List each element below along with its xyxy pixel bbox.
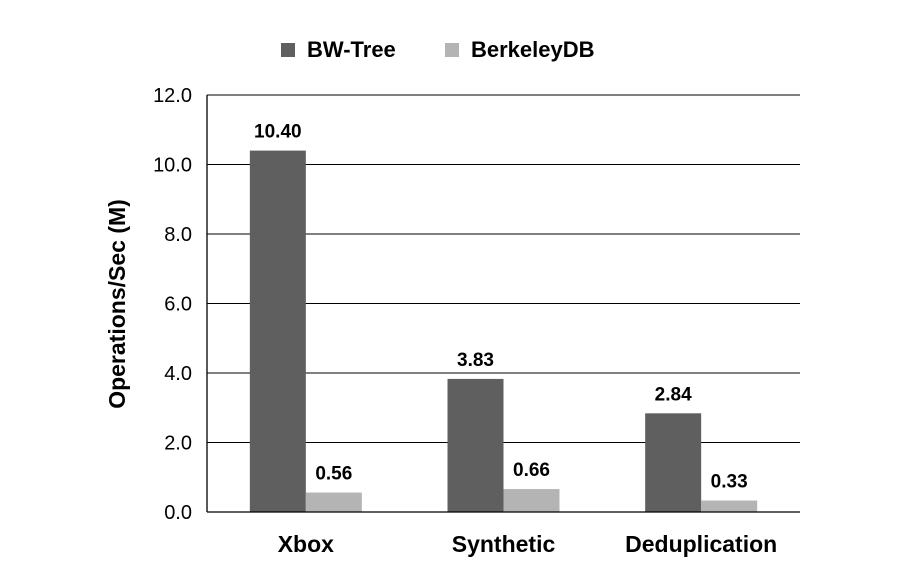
bar-berkeleydb (701, 500, 758, 512)
bar-berkeleydb (503, 489, 560, 512)
labels: 10.40 0.56 3.83 0.66 2.84 0.33 (254, 122, 748, 493)
x-tick-label: Xbox (278, 531, 334, 557)
data-label: 0.56 (315, 464, 352, 485)
bar-bw-tree (447, 378, 504, 512)
data-label: 10.40 (254, 122, 302, 143)
legend-label: BerkeleyDB (471, 37, 595, 62)
bar-bw-tree (645, 413, 702, 512)
x-tick-label: Deduplication (625, 531, 777, 557)
data-label: 3.83 (457, 350, 494, 371)
bars (249, 150, 758, 512)
legend-swatch (281, 43, 295, 57)
legend-swatch (445, 43, 459, 57)
y-tick-label: 8.0 (164, 224, 192, 246)
data-label: 0.33 (711, 472, 748, 493)
legend-label: BW-Tree (307, 37, 396, 62)
y-tick-label: 12.0 (153, 85, 192, 107)
legend: BW-Tree BerkeleyDB (281, 37, 595, 62)
y-axis-title: Operations/Sec (M) (104, 199, 130, 409)
bar-berkeleydb (305, 492, 362, 512)
axes: 0.0 2.0 4.0 6.0 8.0 10.0 12.0 Xbox Synthetic Dedu… (153, 85, 800, 557)
y-tick-label: 6.0 (164, 294, 192, 316)
y-tick-label: 4.0 (164, 363, 192, 385)
y-tick-label: 2.0 (164, 433, 192, 455)
x-tick-label: Synthetic (452, 531, 556, 557)
data-label: 0.66 (513, 460, 550, 481)
y-tick-label: 10.0 (153, 155, 192, 177)
y-tick-label: 0.0 (164, 502, 192, 524)
data-label: 2.84 (655, 384, 692, 405)
bar-bw-tree (249, 150, 306, 512)
